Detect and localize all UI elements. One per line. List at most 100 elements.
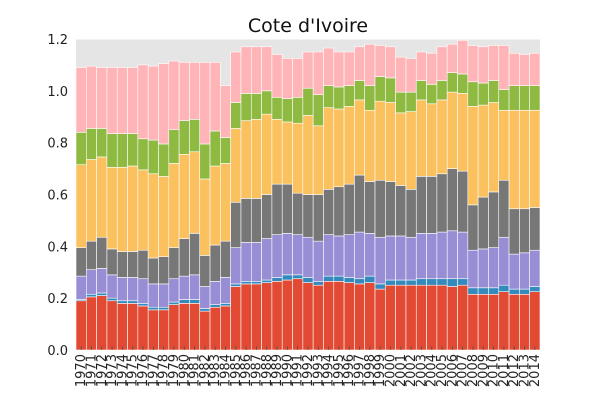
bar-segment [240, 120, 252, 199]
bar-segment [178, 238, 190, 277]
bar-segment [158, 309, 170, 351]
bar-segment [106, 297, 118, 302]
bar-segment [281, 121, 293, 185]
x-tick-label: 1976 [136, 354, 151, 387]
bar-segment [240, 242, 252, 282]
bar-segment [292, 97, 304, 124]
bar-segment [220, 137, 231, 164]
bar-segment [333, 186, 345, 237]
bar-segment [343, 51, 355, 86]
bar-segment [312, 51, 324, 96]
bar-segment [354, 80, 366, 101]
bar-segment [457, 278, 469, 286]
bar-segment [395, 235, 407, 281]
bar-segment [127, 67, 139, 134]
bar-segment [354, 283, 366, 351]
bar-segment [96, 268, 108, 294]
x-tick-label: 1988 [260, 354, 275, 387]
x-tick-label: 1990 [280, 354, 295, 387]
bar-segment [209, 244, 221, 282]
bar-segment [127, 277, 139, 302]
bar-segment [385, 77, 396, 103]
x-tick-label: 1995 [332, 354, 347, 387]
bar-segment [395, 185, 407, 237]
bar-segment [189, 233, 201, 276]
bar-segment [436, 99, 448, 175]
x-tick-label: 2011 [497, 354, 512, 387]
bar-segment [281, 98, 293, 123]
bar-segment [230, 128, 242, 203]
bar-segment [209, 130, 221, 167]
bar-segment [405, 58, 417, 93]
bar-segment [405, 111, 417, 190]
bar-segment [467, 287, 479, 295]
bar-segment [364, 275, 376, 283]
bar-segment [519, 208, 530, 254]
bar-segment [312, 125, 324, 195]
bar-segment [75, 164, 87, 248]
bar-segment [467, 204, 479, 251]
x-tick-label: 2013 [518, 354, 533, 387]
bar-segment [457, 93, 469, 172]
bar-segment [374, 100, 386, 181]
bar-segment [498, 236, 510, 286]
x-tick-label: 1986 [239, 354, 254, 387]
bar-segment [385, 46, 396, 79]
bar-segment [498, 45, 510, 90]
bar-segment [426, 284, 438, 351]
bar-segment [127, 165, 139, 252]
bar-segment [86, 240, 97, 270]
bar-segment [168, 247, 180, 280]
bar-segment [343, 183, 355, 235]
x-tick-label: 1970 [74, 354, 89, 387]
bar-segment [292, 58, 304, 98]
bar-segment [343, 282, 355, 351]
bar-segment [498, 284, 510, 292]
bar-segment [529, 249, 541, 287]
bar-segment [271, 281, 283, 351]
bar-segment [302, 51, 314, 89]
bar-segment [374, 76, 386, 102]
bar-segment [147, 65, 159, 141]
bar-segment [281, 183, 293, 234]
bar-segment [137, 303, 149, 307]
bar-segment [436, 173, 448, 233]
bar-segment [395, 112, 407, 186]
bar-segment [127, 251, 139, 278]
x-tick-label: 1999 [373, 354, 388, 387]
bar-segment [116, 166, 128, 252]
bar-segment [529, 286, 541, 292]
bar-segment [189, 151, 201, 234]
bar-segment [137, 64, 149, 140]
bar-segment [519, 54, 530, 86]
bar-segment [477, 248, 489, 289]
bar-segment [426, 278, 438, 286]
bar-segment [467, 293, 479, 351]
bar-segment [364, 85, 376, 111]
x-tick-label: 1983 [208, 354, 223, 387]
bar-segment [199, 62, 211, 145]
x-tick-label: 1987 [249, 354, 264, 387]
y-tick-label: 0.0 [47, 344, 68, 359]
bar-segment [323, 47, 335, 86]
bar-segment [364, 109, 376, 182]
y-tick-label: 0.4 [47, 240, 68, 255]
bar-segment [199, 178, 211, 256]
x-tick-label: 2010 [487, 354, 502, 387]
bar-segment [343, 277, 355, 283]
bar-segment [147, 257, 159, 285]
bar-segment [230, 51, 242, 103]
bar-segment [271, 119, 283, 185]
bar-segment [189, 274, 201, 300]
bar-segment [405, 236, 417, 281]
bar-segment [508, 293, 520, 351]
y-tick-label: 0.2 [47, 292, 68, 307]
bar-segment [199, 310, 211, 351]
bar-segment [508, 288, 520, 295]
bar-segment [147, 283, 159, 308]
bar-segment [240, 281, 252, 285]
x-tick-label: 1973 [105, 354, 120, 387]
bar-segment [220, 303, 231, 307]
bar-segment [127, 300, 139, 304]
